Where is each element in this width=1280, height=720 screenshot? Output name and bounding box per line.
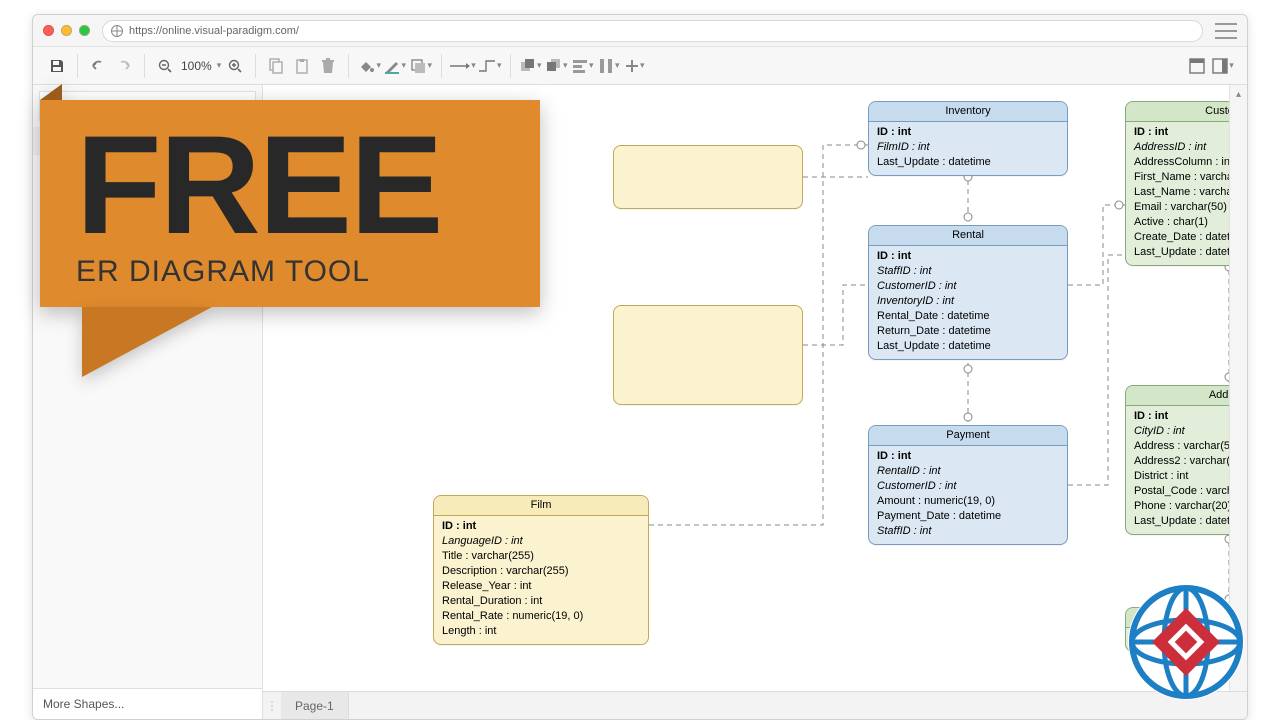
entity-title: Inventory [869, 102, 1067, 122]
zoom-in-button[interactable] [223, 53, 247, 79]
visual-paradigm-logo-icon [1126, 582, 1246, 702]
entity-attribute: LanguageID : int [442, 534, 640, 549]
address-bar[interactable]: https://online.visual-paradigm.com/ [102, 20, 1203, 42]
menu-icon[interactable] [1215, 23, 1237, 39]
paste-button[interactable] [290, 53, 314, 79]
entity-attribute: Title : varchar(255) [442, 549, 640, 564]
entity-attribute: ID : int [877, 125, 1059, 140]
entity-attribute: FilmID : int [877, 140, 1059, 155]
chevron-down-icon[interactable]: ▾ [217, 60, 222, 71]
save-button[interactable] [45, 53, 69, 79]
entity-attribute: Rental_Rate : numeric(19, 0) [442, 609, 640, 624]
entity-attribute: StaffID : int [877, 524, 1059, 539]
entity-rental[interactable]: Rental ID : intStaffID : intCustomerID : … [868, 225, 1068, 360]
url-text: https://online.visual-paradigm.com/ [129, 25, 299, 37]
copy-button[interactable] [264, 53, 288, 79]
entity-attribute: StaffID : int [877, 264, 1059, 279]
entity-attribute: ID : int [877, 249, 1059, 264]
shape-entity-green[interactable] [33, 177, 262, 199]
undo-button[interactable] [86, 53, 110, 79]
window-controls [43, 25, 90, 36]
scroll-up-icon[interactable]: ▴ [1230, 89, 1247, 100]
line-color-button[interactable]: ▾ [383, 53, 407, 79]
page-tabs: ⋮ Page-1 [263, 691, 1247, 719]
browser-window: https://online.visual-paradigm.com/ 100%… [32, 14, 1248, 720]
search-input[interactable]: Se [39, 91, 256, 121]
entity-ghost1[interactable] [613, 145, 803, 209]
waypoint-style-button[interactable]: ▾ [478, 53, 502, 79]
connector-style-button[interactable]: ▾ [450, 53, 476, 79]
add-button[interactable]: ▾ [623, 53, 647, 79]
entity-attribute: Rental_Date : datetime [877, 309, 1059, 324]
entity-attribute: CustomerID : int [877, 279, 1059, 294]
entity-inventory[interactable]: Inventory ID : intFilmID : intLast_Update… [868, 101, 1068, 176]
zoom-out-button[interactable] [153, 53, 177, 79]
main-area: Se ▾En More Shapes... [33, 85, 1247, 719]
outline-panel-button[interactable]: ▾ [1211, 53, 1235, 79]
entity-attribute: Rental_Duration : int [442, 594, 640, 609]
entity-title: Rental [869, 226, 1067, 246]
toolbar: 100%▾ ▾ ▾ ▾ ▾ ▾ ▾ ▾ [33, 47, 1247, 85]
entity-attribute: Last_Update : datetime [877, 155, 1059, 170]
fill-color-button[interactable]: ▾ [357, 53, 381, 79]
entity-title: Film [434, 496, 648, 516]
entity-film[interactable]: Film ID : intLanguageID : intTitle : varc… [433, 495, 649, 645]
window-titlebar: https://online.visual-paradigm.com/ [33, 15, 1247, 47]
entity-attribute: Payment_Date : datetime [877, 509, 1059, 524]
globe-icon [111, 25, 123, 37]
entity-payment[interactable]: Payment ID : intRentalID : intCustomerID … [868, 425, 1068, 545]
to-back-button[interactable]: ▾ [545, 53, 569, 79]
zoom-level[interactable]: 100% [179, 59, 214, 73]
tab-page-1[interactable]: Page-1 [281, 692, 349, 719]
entity-ghost2[interactable] [613, 305, 803, 405]
canvas-wrap: InventoryID : intFilmID : intLast_Update… [263, 85, 1247, 719]
shapes-sidebar: Se ▾En More Shapes... [33, 85, 263, 719]
redo-button[interactable] [112, 53, 136, 79]
entity-attribute: Return_Date : datetime [877, 324, 1059, 339]
entity-attribute: Last_Update : datetime [877, 339, 1059, 354]
more-shapes-button[interactable]: More Shapes... [33, 688, 262, 719]
entity-attribute: InventoryID : int [877, 294, 1059, 309]
to-front-button[interactable]: ▾ [519, 53, 543, 79]
entity-attribute: Length : int [442, 624, 640, 639]
entity-attribute: ID : int [877, 449, 1059, 464]
delete-button[interactable] [316, 53, 340, 79]
entity-attribute: Amount : numeric(19, 0) [877, 494, 1059, 509]
entity-attribute: CustomerID : int [877, 479, 1059, 494]
entity-attribute: Release_Year : int [442, 579, 640, 594]
shadow-button[interactable]: ▾ [409, 53, 433, 79]
distribute-button[interactable]: ▾ [597, 53, 621, 79]
diagram-canvas[interactable]: InventoryID : intFilmID : intLast_Update… [263, 85, 1247, 719]
close-icon[interactable] [43, 25, 54, 36]
entity-attribute: ID : int [442, 519, 640, 534]
tab-grip-icon[interactable]: ⋮ [263, 699, 281, 713]
entity-title: Payment [869, 426, 1067, 446]
entity-attribute: Description : varchar(255) [442, 564, 640, 579]
sidebar-category[interactable]: ▾En [33, 127, 262, 155]
entity-attribute: RentalID : int [877, 464, 1059, 479]
chevron-down-icon: ▾ [43, 136, 48, 147]
align-button[interactable]: ▾ [571, 53, 595, 79]
minimize-icon[interactable] [61, 25, 72, 36]
format-panel-button[interactable] [1185, 53, 1209, 79]
maximize-icon[interactable] [79, 25, 90, 36]
shape-entity-yellow[interactable] [33, 155, 262, 177]
